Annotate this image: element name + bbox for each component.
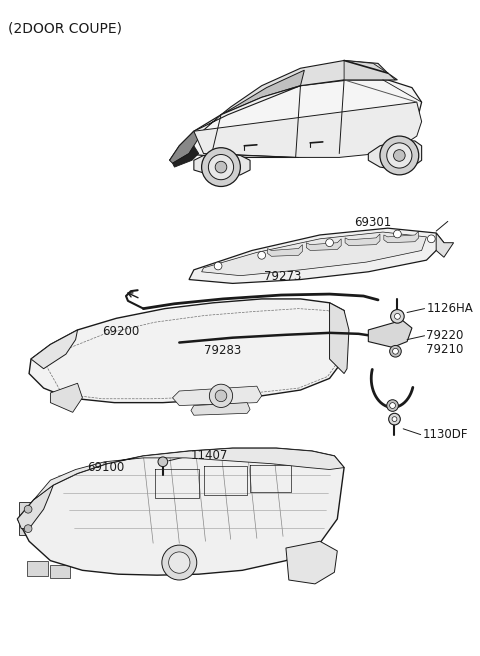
Circle shape <box>393 348 398 354</box>
Circle shape <box>208 155 234 180</box>
Circle shape <box>387 400 398 411</box>
Polygon shape <box>345 234 380 245</box>
Circle shape <box>24 525 32 533</box>
Polygon shape <box>17 448 344 575</box>
Circle shape <box>394 230 401 238</box>
Ellipse shape <box>178 154 191 161</box>
Circle shape <box>325 239 334 247</box>
Circle shape <box>390 403 396 409</box>
Text: 69301: 69301 <box>354 216 391 228</box>
Circle shape <box>162 545 197 580</box>
Text: 79220: 79220 <box>426 329 464 342</box>
Polygon shape <box>34 448 344 500</box>
Text: 1130DF: 1130DF <box>422 428 468 441</box>
Text: 79210: 79210 <box>426 343 464 356</box>
Circle shape <box>215 161 227 173</box>
Circle shape <box>209 384 233 407</box>
Bar <box>19 502 37 516</box>
Circle shape <box>392 417 397 422</box>
Text: 69100: 69100 <box>87 461 124 474</box>
Polygon shape <box>267 245 302 256</box>
Polygon shape <box>306 239 341 251</box>
Circle shape <box>428 235 435 243</box>
Polygon shape <box>344 60 396 80</box>
Circle shape <box>391 310 404 323</box>
Polygon shape <box>50 383 83 413</box>
Text: 79273: 79273 <box>264 270 301 283</box>
Polygon shape <box>436 233 454 257</box>
Text: 69200: 69200 <box>102 325 139 338</box>
Circle shape <box>395 314 400 319</box>
Polygon shape <box>221 60 397 115</box>
Polygon shape <box>169 86 300 160</box>
Circle shape <box>168 552 190 573</box>
Polygon shape <box>169 131 199 163</box>
Polygon shape <box>194 102 421 157</box>
Polygon shape <box>172 386 262 405</box>
Circle shape <box>389 413 400 425</box>
Polygon shape <box>172 146 199 167</box>
Polygon shape <box>384 231 419 243</box>
Polygon shape <box>221 70 304 115</box>
Circle shape <box>387 143 412 168</box>
Text: (2DOOR COUPE): (2DOOR COUPE) <box>8 22 122 35</box>
Circle shape <box>158 457 168 466</box>
Text: 79283: 79283 <box>204 344 241 358</box>
Polygon shape <box>368 320 412 348</box>
Polygon shape <box>29 299 344 403</box>
Polygon shape <box>202 232 426 276</box>
Polygon shape <box>330 303 349 373</box>
Bar <box>199 558 216 571</box>
Circle shape <box>215 390 227 401</box>
Polygon shape <box>286 541 337 584</box>
Circle shape <box>214 262 222 270</box>
Circle shape <box>394 150 405 161</box>
Text: 1126HA: 1126HA <box>426 302 473 315</box>
Polygon shape <box>17 485 53 529</box>
Circle shape <box>202 148 240 186</box>
Polygon shape <box>191 403 250 415</box>
Circle shape <box>258 251 265 259</box>
Polygon shape <box>368 141 421 170</box>
Circle shape <box>390 346 401 357</box>
Polygon shape <box>31 330 78 369</box>
Circle shape <box>24 505 32 513</box>
Bar <box>19 522 37 535</box>
Bar <box>50 565 70 578</box>
Text: 11407: 11407 <box>191 449 228 462</box>
Polygon shape <box>194 154 250 177</box>
Polygon shape <box>169 80 421 160</box>
Circle shape <box>380 136 419 175</box>
Bar <box>27 561 48 576</box>
Polygon shape <box>189 228 444 283</box>
